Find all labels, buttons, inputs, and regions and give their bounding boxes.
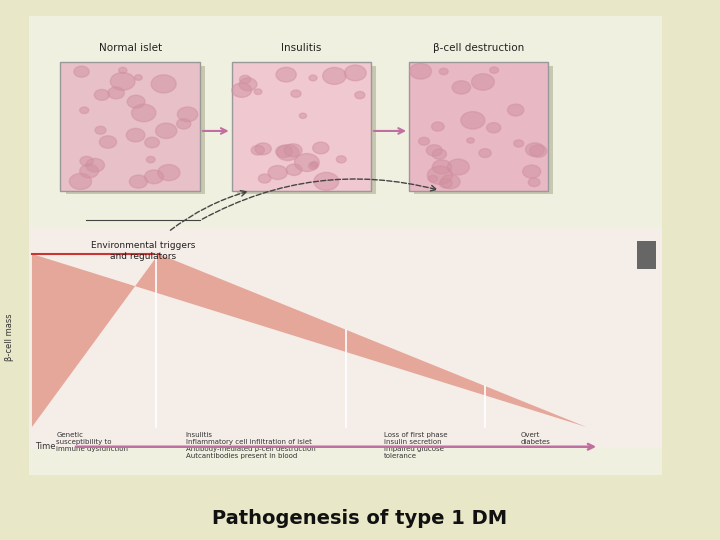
- Circle shape: [132, 104, 156, 122]
- Circle shape: [95, 126, 106, 134]
- FancyBboxPatch shape: [237, 66, 376, 194]
- Circle shape: [336, 156, 346, 163]
- Circle shape: [461, 112, 485, 129]
- Text: Insulitis: Insulitis: [281, 43, 321, 53]
- Circle shape: [80, 107, 89, 113]
- Circle shape: [156, 123, 177, 138]
- Circle shape: [426, 145, 442, 156]
- Circle shape: [119, 68, 127, 73]
- Text: β-cell mass: β-cell mass: [5, 314, 14, 361]
- Circle shape: [145, 170, 163, 184]
- Circle shape: [176, 119, 191, 129]
- FancyBboxPatch shape: [29, 16, 662, 475]
- Circle shape: [135, 75, 143, 80]
- Circle shape: [177, 107, 198, 122]
- Circle shape: [428, 166, 453, 184]
- FancyBboxPatch shape: [66, 66, 205, 194]
- Circle shape: [251, 145, 264, 155]
- Polygon shape: [32, 254, 586, 427]
- Circle shape: [239, 78, 257, 91]
- Circle shape: [479, 148, 491, 158]
- Circle shape: [232, 83, 251, 97]
- Circle shape: [86, 158, 104, 172]
- Circle shape: [528, 178, 540, 186]
- Text: Genetic
susceptibility to
immune dysfunction: Genetic susceptibility to immune dysfunc…: [56, 431, 128, 451]
- Circle shape: [513, 140, 523, 147]
- Circle shape: [530, 145, 546, 157]
- Circle shape: [276, 145, 292, 158]
- Circle shape: [145, 137, 159, 148]
- Circle shape: [439, 179, 452, 188]
- Circle shape: [276, 145, 299, 160]
- Circle shape: [240, 75, 251, 84]
- Text: Pathogenesis of type 1 DM: Pathogenesis of type 1 DM: [212, 509, 508, 528]
- Circle shape: [447, 159, 469, 175]
- FancyBboxPatch shape: [409, 62, 549, 191]
- Text: Normal islet: Normal islet: [99, 43, 162, 53]
- Circle shape: [300, 113, 307, 118]
- FancyBboxPatch shape: [60, 62, 200, 191]
- FancyBboxPatch shape: [414, 66, 554, 194]
- Circle shape: [126, 129, 145, 142]
- Circle shape: [291, 90, 301, 97]
- Circle shape: [432, 160, 451, 174]
- Circle shape: [258, 174, 271, 183]
- Circle shape: [526, 143, 544, 157]
- Circle shape: [472, 73, 495, 90]
- Text: Loss of first phase
insulin secretion
Impaired glucose
tolerance: Loss of first phase insulin secretion Im…: [384, 431, 447, 458]
- Circle shape: [80, 157, 94, 166]
- Circle shape: [439, 68, 448, 75]
- Circle shape: [312, 142, 329, 154]
- Text: Overt
diabetes: Overt diabetes: [521, 431, 551, 444]
- FancyBboxPatch shape: [29, 227, 662, 448]
- Circle shape: [428, 176, 438, 182]
- FancyBboxPatch shape: [637, 241, 656, 269]
- Circle shape: [69, 173, 91, 190]
- Circle shape: [467, 138, 474, 143]
- Circle shape: [344, 65, 366, 81]
- Circle shape: [410, 63, 431, 79]
- FancyBboxPatch shape: [232, 62, 371, 191]
- Circle shape: [490, 67, 498, 73]
- Circle shape: [487, 123, 501, 133]
- Circle shape: [110, 72, 135, 90]
- Circle shape: [286, 164, 302, 176]
- Circle shape: [310, 161, 318, 167]
- Circle shape: [309, 75, 317, 81]
- Text: β-cell destruction: β-cell destruction: [433, 43, 524, 53]
- Text: Environmental triggers
and regulators: Environmental triggers and regulators: [91, 241, 195, 260]
- Circle shape: [441, 174, 460, 189]
- Circle shape: [323, 68, 346, 84]
- Circle shape: [99, 136, 117, 148]
- Circle shape: [268, 166, 287, 179]
- Circle shape: [508, 104, 524, 116]
- Circle shape: [254, 89, 262, 94]
- Circle shape: [255, 143, 271, 155]
- Circle shape: [74, 66, 89, 77]
- Circle shape: [158, 165, 180, 181]
- Circle shape: [151, 75, 176, 93]
- Circle shape: [314, 172, 338, 190]
- Circle shape: [355, 91, 365, 99]
- Circle shape: [94, 90, 109, 100]
- Circle shape: [80, 164, 99, 178]
- Circle shape: [452, 80, 471, 94]
- Circle shape: [294, 153, 319, 172]
- Circle shape: [284, 144, 302, 157]
- Circle shape: [418, 137, 429, 145]
- Circle shape: [523, 165, 541, 178]
- Circle shape: [432, 149, 446, 159]
- Circle shape: [130, 175, 148, 188]
- Circle shape: [108, 87, 125, 99]
- Circle shape: [127, 95, 145, 108]
- Text: Time: Time: [35, 442, 55, 451]
- Text: Insulitis
Inflammatory cell infiltration of islet
Antibody-mediated β-cell destr: Insulitis Inflammatory cell infiltration…: [186, 431, 315, 458]
- Circle shape: [276, 68, 296, 82]
- Circle shape: [308, 163, 318, 169]
- Circle shape: [146, 157, 155, 163]
- Circle shape: [431, 122, 444, 131]
